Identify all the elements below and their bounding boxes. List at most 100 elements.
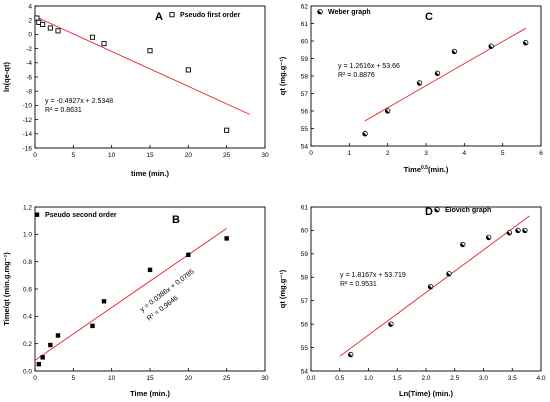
data-point — [515, 227, 521, 234]
y-tick-label: 60 — [301, 38, 309, 45]
data-point — [185, 67, 191, 73]
data-point — [427, 283, 434, 290]
y-tick-label: -14 — [23, 131, 33, 138]
panel-label: A — [155, 11, 163, 23]
y-tick-label: 56 — [301, 321, 309, 328]
x-axis-label-text: Time — [404, 165, 421, 174]
y-tick-label: 1.0 — [23, 232, 32, 239]
legend: Elovich graph — [434, 206, 491, 214]
x-tick-label: 25 — [223, 375, 231, 382]
legend-label: Pseudo first order — [180, 12, 241, 19]
data-point — [90, 323, 95, 329]
data-point — [224, 127, 230, 133]
data-point — [101, 299, 107, 304]
y-tick-label: 0.8 — [23, 259, 32, 266]
y-tick-label: 60 — [301, 228, 309, 235]
x-tick-label: 5 — [72, 375, 76, 382]
x-tick-label: 25 — [223, 152, 231, 159]
data-point — [451, 48, 458, 55]
y-tick-label: -2 — [26, 46, 32, 53]
data-point — [186, 252, 191, 258]
plot-frame — [34, 5, 266, 149]
y-axis-label: Time/qt (min.g.mg⁻¹) — [2, 252, 11, 326]
chart-panel-b: 0 5 10 15 20 25 30 0.0 0.2 0.4 0.6 0.8 1.0 1.2 Time (m… — [2, 204, 269, 398]
x-axis-label: Time (min.) — [130, 389, 170, 398]
panel-label: B — [172, 214, 180, 226]
legend-label: Weber graph — [328, 9, 371, 16]
y-tick-label: 61 — [301, 21, 309, 28]
y-tick-label: -6 — [26, 74, 32, 81]
x-tick-label: 0.5 — [335, 375, 344, 382]
y-tick-label: 58 — [301, 73, 309, 80]
x-tick-label: 3.0 — [479, 375, 488, 382]
x-axis-label-text: Ln(Time) (min.) — [399, 389, 454, 398]
y-tick-label: -10 — [23, 103, 33, 110]
x-tick-label: 10 — [108, 152, 116, 159]
y-tick-label: 0.0 — [23, 368, 32, 375]
legend-label: Elovich graph — [445, 207, 491, 214]
y-tick-label: 54 — [301, 368, 309, 375]
plot-frame — [34, 206, 266, 372]
fit-line — [339, 215, 530, 357]
legend: Pseudo second order — [34, 212, 117, 219]
data-point — [36, 361, 42, 367]
fit-equation: y = 1.8167x + 53.719 — [340, 272, 406, 279]
data-point — [55, 333, 61, 338]
x-axis-label-superscript: 0.5 — [421, 165, 428, 171]
y-tick-label: 62 — [301, 3, 309, 10]
x-tick-label: 5 — [72, 152, 76, 159]
y-tick-label: 59 — [301, 56, 309, 63]
y-tick-label: 2 — [28, 18, 32, 25]
data-point — [147, 267, 153, 273]
x-tick-label: 0 — [309, 150, 313, 157]
data-point — [506, 230, 513, 236]
data-point — [101, 41, 107, 47]
data-point — [40, 21, 46, 28]
legend: Pseudo first order — [169, 12, 241, 19]
legend-marker — [434, 206, 440, 213]
y-tick-label: 54 — [301, 143, 309, 150]
x-tick-label: 3 — [424, 150, 428, 157]
plot-frame — [310, 206, 542, 372]
x-axis-label: Ln(Time) (min.) — [399, 389, 454, 398]
x-tick-label: 15 — [146, 375, 154, 382]
legend: Weber graph — [317, 8, 371, 16]
data-point — [89, 34, 96, 40]
y-tick-label: 1.2 — [23, 204, 32, 211]
chart-panel-d: 0.0 0.5 1.0 1.5 2.0 2.5 3.0 3.5 4.0 54 55 56 57 58 59 6… — [278, 204, 546, 398]
x-tick-label: 0 — [33, 375, 37, 382]
x-tick-label: 1 — [348, 150, 352, 157]
y-tick-label: -8 — [26, 89, 32, 96]
y-tick-label: 61 — [301, 204, 309, 211]
data-point — [55, 28, 61, 34]
x-tick-label: 20 — [185, 375, 193, 382]
y-tick-label: 0.2 — [23, 341, 32, 348]
data-point — [362, 131, 368, 137]
y-tick-label: -16 — [23, 145, 33, 152]
panel-label: C — [425, 11, 433, 23]
y-axis-label: qt (mg.g⁻¹) — [278, 269, 287, 308]
x-tick-label: 10 — [108, 375, 116, 382]
fit-line — [35, 228, 227, 361]
fit-r-squared: R² = 0.8631 — [45, 107, 82, 114]
fit-line — [35, 15, 250, 115]
data-point — [40, 355, 45, 360]
data-point — [460, 241, 466, 248]
data-point — [34, 15, 40, 21]
fit-equation: y = -0.4927x + 2.5348 — [45, 98, 113, 105]
x-tick-label: 6 — [539, 150, 543, 157]
data-point — [147, 48, 153, 54]
x-tick-label: 30 — [261, 375, 269, 382]
legend-marker — [317, 8, 323, 15]
x-axis-label-unit: (min.) — [428, 165, 449, 174]
data-point — [384, 108, 391, 114]
fit-equation: y = 1.2616x + 53.66 — [338, 63, 400, 70]
data-point — [224, 236, 229, 241]
y-tick-label: 55 — [301, 345, 309, 352]
y-tick-label: 58 — [301, 275, 309, 282]
data-point — [488, 43, 494, 49]
data-point — [434, 70, 441, 77]
data-point — [485, 234, 492, 241]
y-tick-label: 55 — [301, 126, 309, 133]
